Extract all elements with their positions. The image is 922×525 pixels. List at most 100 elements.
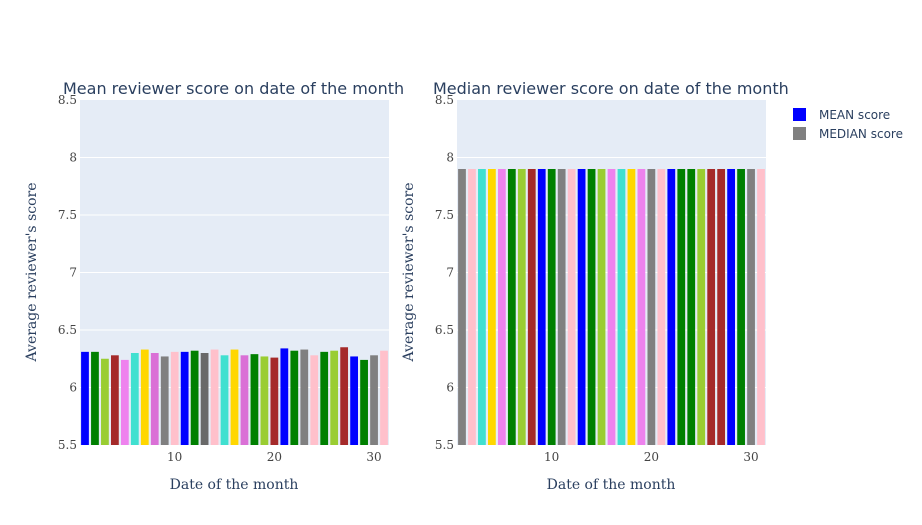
mean-bar[interactable] [280,348,289,445]
median-x-tick-label: 10 [544,450,559,464]
mean-bar[interactable] [110,355,119,445]
mean-x-tick-label: 30 [366,450,381,464]
mean-x-tick-label: 20 [267,450,282,464]
median-bar[interactable] [507,169,516,445]
mean-y-ticks: 5.5 6 6.5 7 7.5 8 8.5 [58,93,77,452]
legend-item-median[interactable]: MEDIAN score [793,127,903,141]
mean-bar[interactable] [101,358,109,445]
median-bar[interactable] [497,169,506,445]
median-x-tick-label: 20 [644,450,659,464]
median-bar[interactable] [468,169,476,445]
median-bar[interactable] [607,169,616,445]
mean-bar[interactable] [210,349,219,445]
legend-swatch-median [793,127,806,140]
mean-y-tick-label: 8 [69,151,77,165]
median-y-tick-label: 6 [446,381,454,395]
median-bar[interactable] [647,169,656,445]
legend-label-median: MEDIAN score [819,127,903,141]
median-bar[interactable] [717,169,726,445]
median-bar[interactable] [617,169,626,445]
legend-label-mean: MEAN score [819,108,890,122]
median-bar[interactable] [687,169,696,445]
mean-bar[interactable] [91,351,99,445]
median-y-tick-label: 7.5 [435,208,454,222]
mean-bar[interactable] [160,356,169,445]
median-bar[interactable] [587,169,596,445]
median-bar[interactable] [747,169,755,445]
mean-y-tick-label: 8.5 [58,93,77,107]
median-bar[interactable] [637,169,646,445]
median-bar[interactable] [527,169,536,445]
median-bar[interactable] [567,169,576,445]
mean-bar[interactable] [380,350,388,445]
mean-bar[interactable] [350,356,359,445]
median-bar[interactable] [597,169,606,445]
median-bar[interactable] [737,169,745,445]
mean-x-axis-label: Date of the month [170,477,299,493]
median-bar[interactable] [517,169,526,445]
mean-chart: 5.5 6 6.5 7 7.5 8 8.5 10 20 30 Mean reviewer sco… [24,79,404,493]
median-x-ticks: 10 20 30 [544,450,759,464]
mean-chart-title: Mean reviewer score on date of the month [63,79,404,98]
mean-y-tick-label: 5.5 [58,438,77,452]
mean-bar[interactable] [330,350,339,445]
legend-item-mean[interactable]: MEAN score [793,108,890,122]
mean-bar[interactable] [250,354,259,445]
mean-bar[interactable] [81,351,89,445]
legend-swatch-mean [793,108,806,121]
median-bar[interactable] [757,169,765,445]
mean-bar[interactable] [200,353,209,445]
median-bar[interactable] [727,169,736,445]
median-x-axis-label: Date of the month [547,477,676,493]
median-bars [458,169,765,445]
mean-bar[interactable] [340,347,349,445]
median-bar[interactable] [487,169,496,445]
median-chart-title: Median reviewer score on date of the mon… [433,79,789,98]
mean-bar[interactable] [150,353,159,445]
median-bar[interactable] [478,169,486,445]
mean-bar[interactable] [130,353,139,445]
mean-bar[interactable] [290,350,299,445]
mean-bar[interactable] [180,351,189,445]
mean-bars [81,347,388,445]
median-bar[interactable] [697,169,706,445]
median-y-tick-label: 8 [446,151,454,165]
median-bar[interactable] [627,169,636,445]
mean-bar[interactable] [170,351,179,445]
mean-bar[interactable] [370,355,378,445]
mean-bar[interactable] [310,355,319,445]
mean-bar[interactable] [300,349,309,445]
median-bar[interactable] [458,169,466,445]
legend[interactable]: MEAN score MEDIAN score [793,108,903,141]
median-bar[interactable] [537,169,546,445]
median-y-tick-label: 8.5 [435,93,454,107]
median-bar[interactable] [707,169,716,445]
median-bar[interactable] [677,169,686,445]
median-bar[interactable] [547,169,556,445]
median-y-axis-label: Average reviewer's score [401,183,417,363]
mean-bar[interactable] [140,349,149,445]
mean-bar[interactable] [270,357,279,445]
median-y-ticks: 5.5 6 6.5 7 7.5 8 8.5 [435,93,454,452]
mean-y-tick-label: 6.5 [58,323,77,337]
median-bar[interactable] [667,169,676,445]
mean-x-tick-label: 10 [167,450,182,464]
mean-bar[interactable] [360,359,368,445]
mean-bar[interactable] [120,359,129,445]
mean-bar[interactable] [190,350,199,445]
mean-bar[interactable] [220,355,229,445]
mean-bar[interactable] [240,355,249,445]
median-y-tick-label: 6.5 [435,323,454,337]
mean-y-tick-label: 6 [69,381,77,395]
mean-bar[interactable] [320,351,329,445]
median-bar[interactable] [557,169,566,445]
mean-bar[interactable] [260,356,269,445]
mean-bar[interactable] [230,349,239,445]
mean-y-tick-label: 7 [69,266,77,280]
mean-y-axis-label: Average reviewer's score [24,183,40,363]
median-bar[interactable] [577,169,586,445]
median-x-tick-label: 30 [743,450,758,464]
median-bar[interactable] [657,169,666,445]
median-y-tick-label: 7 [446,266,454,280]
